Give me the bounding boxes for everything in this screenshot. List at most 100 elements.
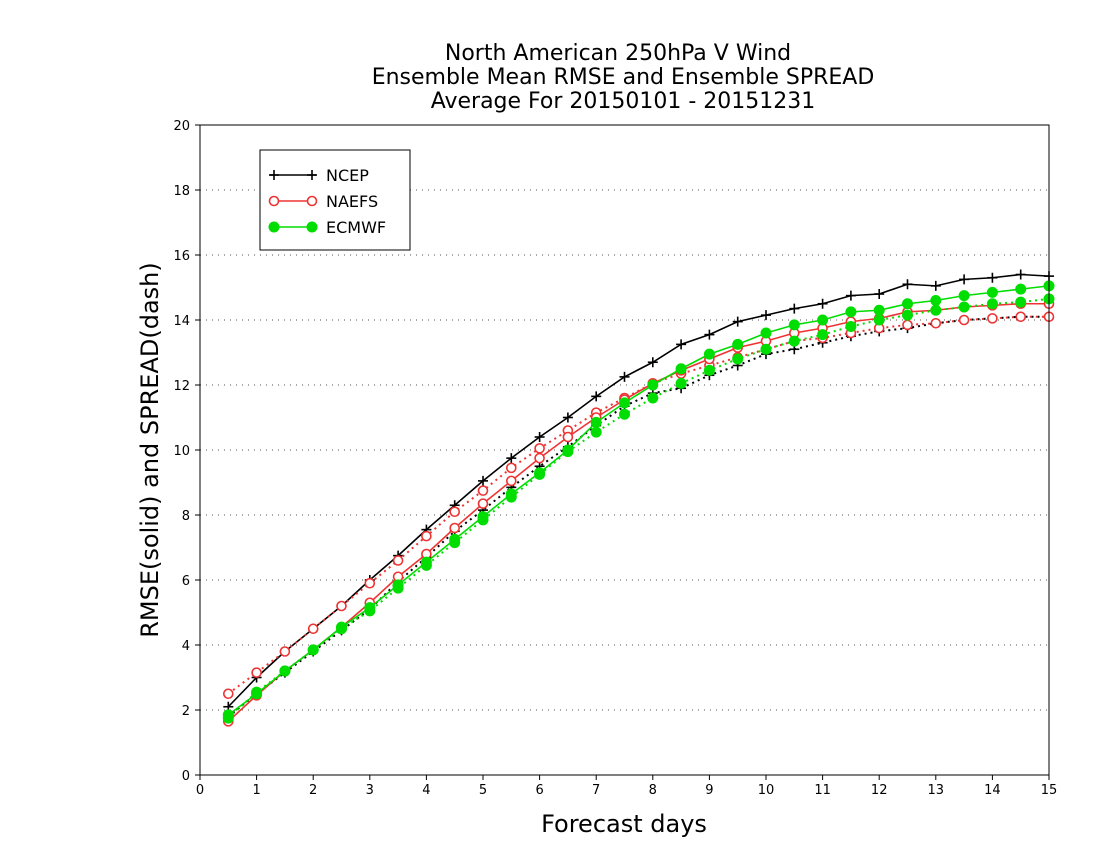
ecmwf-spread-point bbox=[590, 426, 602, 438]
ncep-rmse-point bbox=[874, 289, 885, 299]
ecmwf-spread-point bbox=[675, 377, 687, 389]
y-tick-label: 12 bbox=[173, 379, 190, 394]
y-tick-label: 6 bbox=[182, 574, 190, 589]
ecmwf-rmse-point bbox=[647, 379, 659, 391]
naefs-spread-point bbox=[477, 485, 489, 496]
ncep-rmse-point bbox=[732, 316, 743, 327]
ecmwf-rmse-point bbox=[449, 533, 461, 545]
ecmwf-rmse-point bbox=[562, 444, 574, 456]
ecmwf-spread-point bbox=[845, 321, 857, 332]
naefs-spread-point bbox=[421, 530, 432, 542]
legend-marker-ncep-left bbox=[269, 170, 279, 180]
naefs-spread-point bbox=[307, 623, 319, 635]
naefs-spread-point bbox=[392, 555, 404, 566]
naefs-spread-point bbox=[930, 317, 942, 329]
title-line-1: North American 250hPa V Wind bbox=[445, 41, 791, 66]
naefs-spread-point bbox=[958, 314, 970, 326]
ncep-rmse-point bbox=[845, 290, 856, 301]
naefs-spread-point bbox=[449, 506, 461, 518]
ncep-rmse-point bbox=[817, 298, 828, 309]
x-axis-label: Forecast days bbox=[541, 810, 707, 838]
ecmwf-spread-point bbox=[986, 298, 998, 310]
ecmwf-spread-point bbox=[732, 353, 744, 365]
y-axis-label: RMSE(solid) and SPREAD(dash) bbox=[136, 262, 164, 638]
ncep-rmse-point bbox=[676, 339, 687, 350]
legend-marker-ecmwf-right bbox=[306, 221, 318, 233]
ncep-rmse-point bbox=[704, 329, 715, 340]
y-tick-label: 20 bbox=[173, 119, 190, 134]
x-tick-label: 14 bbox=[984, 783, 1001, 798]
naefs-spread-point bbox=[279, 646, 291, 657]
y-tick-label: 16 bbox=[173, 249, 190, 264]
x-tick-label: 10 bbox=[758, 783, 775, 798]
y-tick-label: 4 bbox=[182, 639, 190, 654]
ecmwf-rmse-point bbox=[760, 327, 772, 339]
x-tick-label: 3 bbox=[366, 783, 374, 798]
ecmwf-rmse-point bbox=[675, 363, 687, 375]
naefs-rmse-point bbox=[449, 522, 461, 534]
ecmwf-spread-point bbox=[930, 304, 942, 316]
naefs-spread-point bbox=[1015, 311, 1027, 323]
title-line-3: Average For 20150101 - 20151231 bbox=[431, 89, 816, 114]
series-layer bbox=[222, 269, 1055, 727]
naefs-spread-point bbox=[223, 688, 234, 700]
naefs-spread-point bbox=[505, 462, 517, 474]
ncep-rmse-point bbox=[1015, 269, 1026, 280]
ecmwf-rmse-point bbox=[307, 644, 319, 656]
y-tick-label: 2 bbox=[182, 704, 190, 719]
legend-box bbox=[259, 149, 411, 251]
naefs-spread-point bbox=[364, 577, 376, 589]
naefs-rmse-point bbox=[534, 452, 545, 464]
ncep-rmse-point bbox=[987, 272, 998, 283]
ecmwf-spread-line bbox=[227, 297, 1050, 719]
ecmwf-rmse-point bbox=[590, 416, 602, 428]
ncep-rmse-point bbox=[619, 371, 630, 382]
ncep-rmse-point bbox=[959, 274, 970, 285]
legend-marker-naefs-left bbox=[268, 195, 280, 207]
ecmwf-rmse-point bbox=[1015, 283, 1027, 295]
ecmwf-rmse-point bbox=[251, 688, 263, 700]
ncep-rmse-line bbox=[227, 273, 1050, 708]
ecmwf-rmse-point bbox=[619, 397, 630, 409]
legend: NCEP NAEFS ECMWF bbox=[259, 149, 411, 251]
ecmwf-rmse-point bbox=[902, 298, 913, 310]
ecmwf-rmse-point bbox=[958, 290, 970, 302]
ecmwf-spread-point bbox=[817, 329, 829, 341]
x-tick-label: 8 bbox=[649, 783, 657, 798]
naefs-rmse-point bbox=[562, 431, 574, 443]
ecmwf-rmse-point bbox=[873, 304, 885, 316]
ncep-rmse-point bbox=[789, 303, 800, 314]
naefs-spread-point bbox=[251, 667, 262, 678]
x-tick-label: 15 bbox=[1041, 783, 1058, 798]
ecmwf-rmse-line bbox=[227, 285, 1050, 716]
ecmwf-rmse-point bbox=[505, 488, 517, 500]
naefs-rmse-point bbox=[477, 498, 489, 509]
naefs-spread-point bbox=[336, 600, 347, 612]
x-tick-label: 5 bbox=[479, 783, 487, 798]
legend-marker-naefs-right bbox=[306, 195, 318, 207]
legend-label-naefs: NAEFS bbox=[326, 192, 378, 211]
ecmwf-rmse-point bbox=[845, 306, 857, 318]
y-tick-label: 8 bbox=[182, 509, 190, 524]
ecmwf-spread-point bbox=[958, 301, 970, 313]
ecmwf-rmse-point bbox=[364, 602, 376, 614]
ecmwf-rmse-point bbox=[534, 467, 546, 479]
naefs-spread-point bbox=[987, 313, 998, 324]
x-tick-label: 13 bbox=[928, 783, 945, 798]
ecmwf-spread-point bbox=[788, 335, 800, 347]
naefs-rmse-line bbox=[227, 302, 1049, 722]
naefs-spread-point bbox=[902, 319, 913, 331]
title-line-2: Ensemble Mean RMSE and Ensemble SPREAD bbox=[372, 65, 875, 90]
x-tick-label: 6 bbox=[535, 783, 543, 798]
ncep-rmse-point bbox=[930, 280, 941, 291]
y-tick-label: 0 bbox=[182, 769, 190, 784]
ecmwf-spread-point bbox=[703, 364, 715, 376]
ecmwf-rmse-point bbox=[817, 314, 829, 326]
ecmwf-rmse-point bbox=[392, 579, 404, 591]
grid bbox=[200, 189, 1049, 711]
ecmwf-rmse-point bbox=[222, 709, 234, 721]
legend-label-ecmwf: ECMWF bbox=[326, 218, 386, 237]
ecmwf-rmse-point bbox=[732, 338, 744, 350]
